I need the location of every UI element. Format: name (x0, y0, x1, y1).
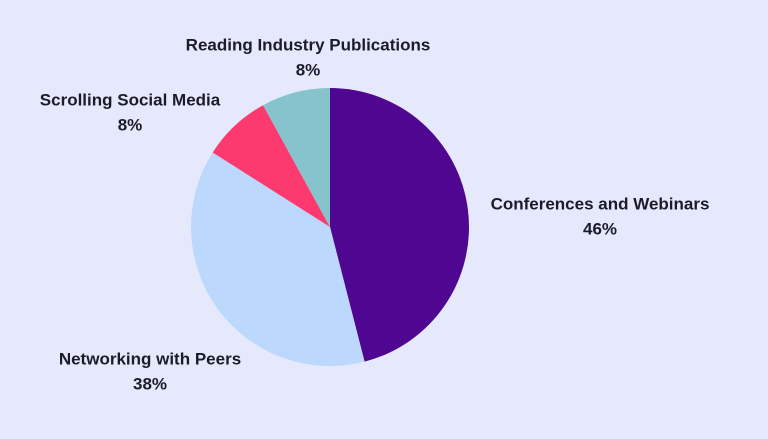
pie-slice (191, 152, 365, 366)
slice-value-label: 38% (133, 374, 167, 393)
slice-value-label: 8% (296, 60, 321, 79)
slice-label: Networking with Peers (59, 349, 241, 368)
slice-value-label: 46% (583, 219, 617, 238)
pie-slice (263, 88, 330, 227)
pie-slice (212, 105, 330, 227)
slice-label: Reading Industry Publications (186, 35, 431, 54)
slice-label: Scrolling Social Media (40, 90, 221, 109)
slice-value-label: 8% (118, 115, 143, 134)
pie-slice (330, 88, 469, 362)
slice-label: Conferences and Webinars (491, 194, 710, 213)
